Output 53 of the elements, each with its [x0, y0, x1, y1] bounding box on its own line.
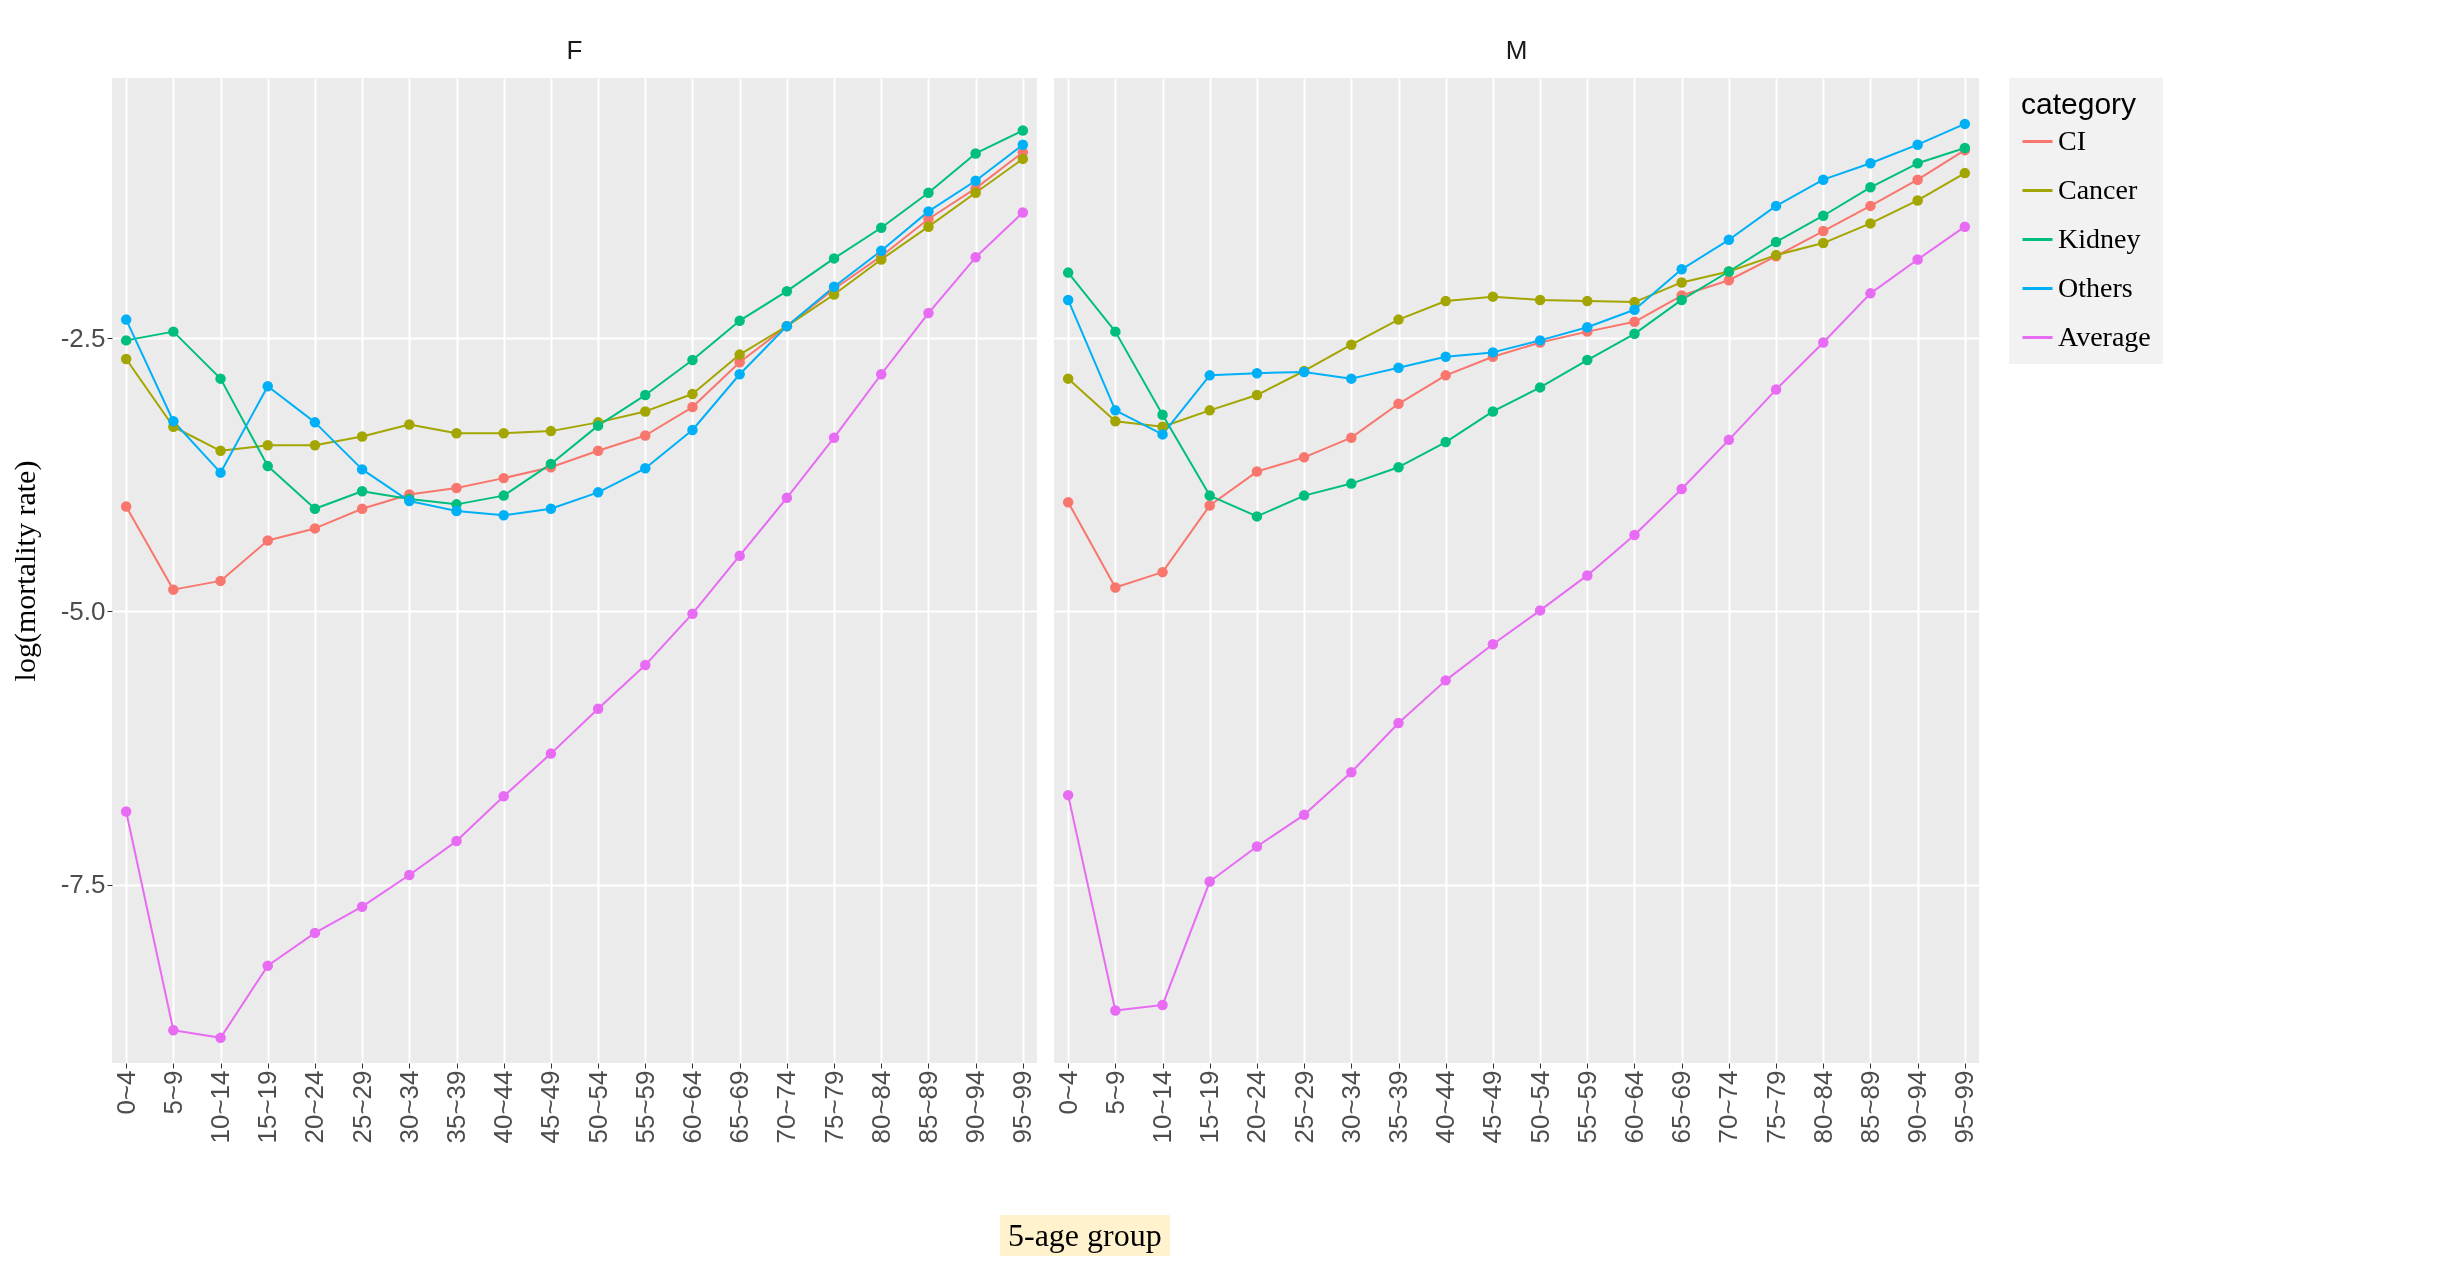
- legend-label: Kidney: [2058, 222, 2141, 254]
- x-tick-label: 10~14: [1147, 1070, 1178, 1144]
- x-tick-label: 50~54: [1524, 1070, 1555, 1144]
- x-tick-label: 45~49: [1477, 1070, 1508, 1144]
- x-tick-label: 90~94: [1902, 1070, 1933, 1144]
- legend-label: Cancer: [2058, 173, 2138, 205]
- y-tick-label: -2.5: [60, 322, 106, 353]
- legend-label: Average: [2058, 320, 2151, 352]
- x-tick-label: 80~84: [865, 1070, 896, 1144]
- x-tick-label: 5~9: [1099, 1070, 1130, 1115]
- x-tick-label: 5~9: [157, 1070, 188, 1115]
- x-tick-label: 95~99: [1007, 1070, 1038, 1144]
- x-tick-label: 60~64: [676, 1070, 707, 1144]
- x-tick-label: 50~54: [582, 1070, 613, 1144]
- x-tick-label: 95~99: [1949, 1070, 1980, 1144]
- x-tick-label: 20~24: [1241, 1070, 1272, 1144]
- x-tick-label: 30~34: [393, 1070, 424, 1144]
- x-tick-label: 20~24: [299, 1070, 330, 1144]
- x-tick-label: 90~94: [960, 1070, 991, 1144]
- x-tick-label: 45~49: [535, 1070, 566, 1144]
- x-tick-label: 25~29: [1288, 1070, 1319, 1144]
- x-tick-label: 30~34: [1335, 1070, 1366, 1144]
- x-tick-label: 75~79: [1760, 1070, 1791, 1144]
- legend-label: Others: [2058, 271, 2133, 303]
- x-tick-label: 35~39: [441, 1070, 472, 1144]
- x-tick-label: 55~59: [1571, 1070, 1602, 1144]
- x-tick-label: 40~44: [1430, 1070, 1461, 1144]
- x-tick-label: 65~69: [724, 1070, 755, 1144]
- x-tick-label: 15~19: [1194, 1070, 1225, 1144]
- x-tick-label: 55~59: [629, 1070, 660, 1144]
- x-tick-label: 80~84: [1807, 1070, 1838, 1144]
- chart-title: M: [1505, 35, 1528, 65]
- legend-title: category: [2021, 87, 2137, 120]
- chart-title: F: [566, 35, 583, 65]
- x-tick-label: 60~64: [1618, 1070, 1649, 1144]
- y-axis-title: log(mortality rate): [7, 460, 42, 682]
- x-tick-label: 75~79: [818, 1070, 849, 1144]
- x-tick-label: 15~19: [252, 1070, 283, 1144]
- x-tick-label: 70~74: [1713, 1070, 1744, 1144]
- x-tick-label: 85~89: [1854, 1070, 1885, 1144]
- x-tick-label: 85~89: [912, 1070, 943, 1144]
- x-tick-label: 0~4: [1052, 1070, 1083, 1115]
- x-tick-label: 35~39: [1383, 1070, 1414, 1144]
- x-tick-label: 10~14: [205, 1070, 236, 1144]
- x-tick-label: 25~29: [346, 1070, 377, 1144]
- legend-label: CI: [2058, 124, 2086, 156]
- x-tick-label: 65~69: [1666, 1070, 1697, 1144]
- y-tick-label: -7.5: [60, 869, 106, 900]
- x-tick-label: 70~74: [771, 1070, 802, 1144]
- x-tick-label: 40~44: [488, 1070, 519, 1144]
- x-tick-label: 0~4: [110, 1070, 141, 1115]
- x-axis-title: 5-age group: [1000, 1215, 1170, 1256]
- y-tick-label: -5.0: [60, 596, 106, 626]
